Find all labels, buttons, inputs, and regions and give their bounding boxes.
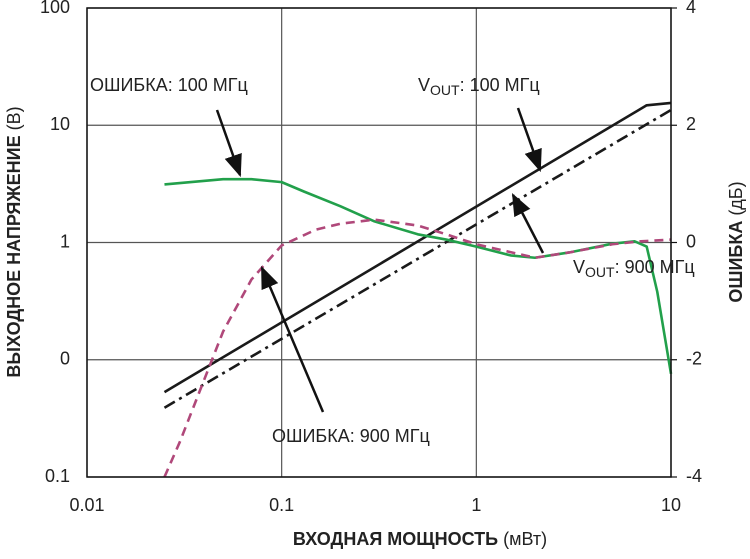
x-title-unit: (мВт) [498, 529, 547, 549]
x-axis-title: ВХОДНАЯ МОЩНОСТЬ (мВт) [293, 529, 547, 549]
y-axis-title: ВЫХОДНОЕ НАПРЯЖЕНИЕ (В) [4, 106, 24, 377]
x-tick-label: 1 [471, 495, 481, 515]
y2-title-unit: (дБ) [726, 181, 746, 220]
annotation: VOUT: 100 МГц [418, 75, 540, 98]
y-tick-label: 0.1 [45, 466, 70, 486]
annotations: ОШИБКА: 100 МГц VOUT: 100 МГц VOUT: 900 … [90, 75, 695, 446]
annotation-part: : 900 МГц [615, 257, 695, 277]
y2-tick-label: 4 [686, 0, 696, 17]
y-tick-label: 0 [60, 349, 70, 369]
series-line [163, 218, 672, 478]
annotation-part: V [573, 257, 585, 277]
x-tick-label: 0.01 [69, 495, 104, 515]
x-tick-label: 10 [661, 495, 681, 515]
arrow [260, 265, 325, 413]
annotation: ОШИБКА: 100 МГц [90, 75, 248, 95]
y2-axis-title: ОШИБКА (дБ) [726, 181, 746, 302]
series-line [163, 108, 672, 409]
annotation-part: V [418, 75, 430, 95]
y2-title-main: ОШИБКА [726, 221, 746, 303]
annotation: VOUT: 900 МГц [573, 257, 695, 280]
annotation-sub: OUT [585, 264, 615, 280]
arrow [215, 109, 242, 178]
y-title-unit: (В) [4, 106, 24, 135]
y2-tick-label: 0 [686, 231, 696, 251]
annotation-sub: OUT [430, 82, 460, 98]
y2-tick-label: -4 [686, 466, 702, 486]
y-tick-label: 100 [40, 0, 70, 17]
x-title-main: ВХОДНАЯ МОЩНОСТЬ [293, 529, 498, 549]
y2-tick-label: 2 [686, 114, 696, 134]
annotation-part: : 100 МГц [460, 75, 540, 95]
x-tick-label: 0.1 [269, 495, 294, 515]
series-line [164, 177, 673, 375]
plot [163, 101, 673, 478]
annotation: ОШИБКА: 900 МГц [272, 426, 430, 446]
y-tick-label: 1 [60, 231, 70, 251]
arrow [511, 193, 545, 254]
y-tick-label: 10 [50, 114, 70, 134]
series-line [163, 101, 672, 394]
y2-tick-label: -2 [686, 349, 702, 369]
arrow [516, 107, 542, 173]
y-title-main: ВЫХОДНОЕ НАПРЯЖЕНИЕ [4, 135, 24, 377]
